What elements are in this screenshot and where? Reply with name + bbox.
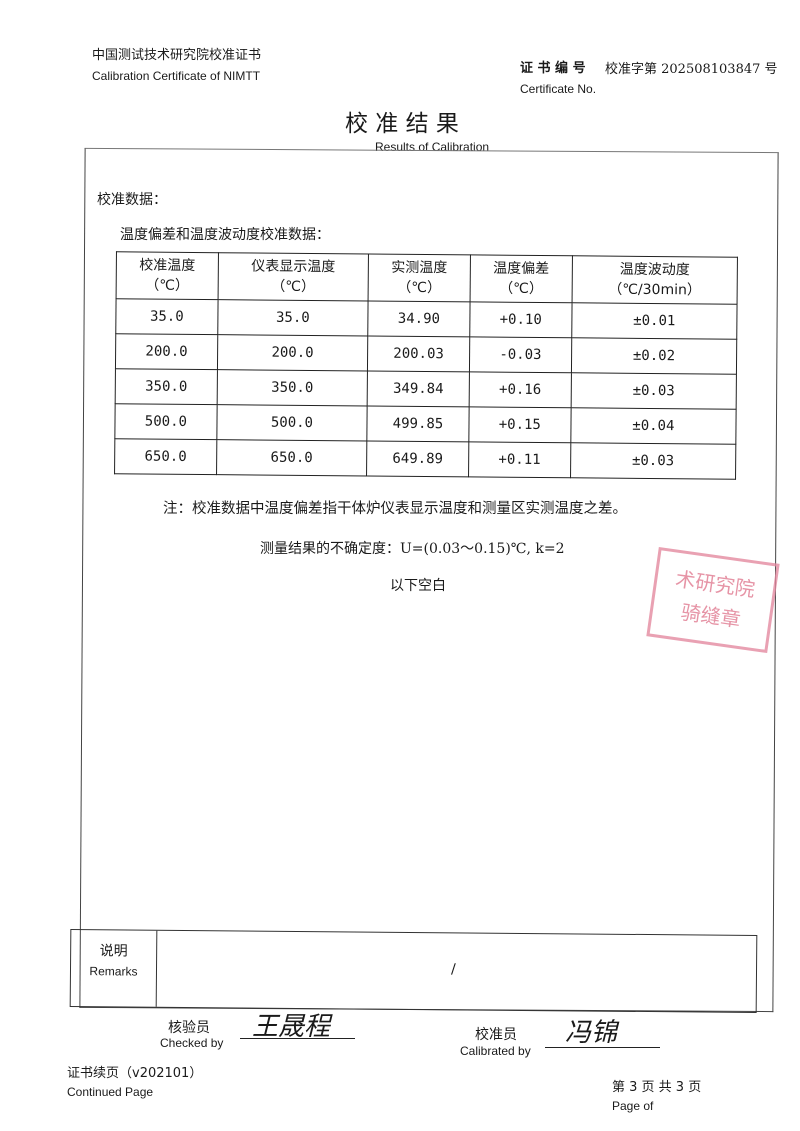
column-name: 仪表显示温度	[251, 258, 336, 276]
calibration-table: 校准温度 （℃） 仪表显示温度 （℃） 实测温度 （℃） 温度偏差 （℃） 温度波动度 （…	[114, 251, 738, 480]
table-cell: ±0.04	[570, 407, 737, 445]
continued-page-cn: 证书续页（v202101）	[67, 1066, 203, 1081]
table-cell: 34.90	[367, 300, 470, 337]
table-cell: 35.0	[115, 298, 218, 335]
table-cell: 500.0	[114, 403, 218, 440]
table-cell: +0.16	[469, 371, 572, 408]
note-text: 注：校准数据中温度偏差指干体炉仪表显示温度和测量区实测温度之差。	[163, 501, 627, 517]
remarks-label-en: Remarks	[89, 964, 138, 979]
column-unit: （℃）	[397, 279, 442, 297]
table-row: 500.0 500.0 499.85 +0.15 ±0.04	[114, 403, 737, 445]
column-name: 温度波动度	[619, 261, 690, 279]
table-cell: 649.89	[366, 440, 469, 477]
checked-by-label-en: Checked by	[160, 1036, 224, 1050]
remarks-label-cn: 说明	[99, 943, 128, 960]
table-cell: 200.0	[217, 334, 368, 371]
checked-by-line	[240, 1038, 355, 1039]
table-cell: +0.15	[468, 406, 571, 443]
column-unit: （℃）	[499, 280, 543, 298]
column-header: 仪表显示温度 （℃）	[217, 252, 369, 301]
table-cell: 500.0	[216, 404, 368, 441]
column-unit: （℃）	[145, 277, 190, 294]
table-row: 350.0 350.0 349.84 +0.16 ±0.03	[115, 368, 737, 410]
calibrated-by-label-en: Calibrated by	[460, 1044, 531, 1058]
page-number-en: Page of	[612, 1099, 654, 1113]
continued-page-en: Continued Page	[67, 1085, 154, 1099]
remarks-row: 说明 Remarks /	[69, 929, 758, 1013]
table-cell: ±0.03	[570, 442, 736, 480]
uncertainty-text: 测量结果的不确定度：U=(0.03～0.15)℃, k=2	[260, 541, 565, 557]
table-cell: 350.0	[217, 369, 368, 406]
column-name: 温度偏差	[493, 260, 550, 278]
table-row: 650.0 650.0 649.89 +0.11 ±0.03	[114, 438, 736, 480]
page-title: 校 准 结 果	[345, 111, 459, 137]
cert-no-value: 校准字第 202508103847 号	[605, 62, 778, 77]
calibrated-by-label: 校准员	[475, 1027, 517, 1043]
table-cell: 499.85	[366, 405, 470, 442]
table-cell: 200.0	[115, 333, 218, 370]
remarks-label: 说明 Remarks	[70, 930, 158, 1007]
remarks-value: /	[450, 961, 456, 978]
table-cell: 350.0	[115, 368, 218, 405]
column-header: 温度波动度 （℃/30min）	[571, 255, 738, 305]
table-row: 200.0 200.0 200.03 -0.03 ±0.02	[115, 333, 737, 375]
column-header: 校准温度 （℃）	[116, 251, 219, 300]
table-cell: +0.11	[468, 441, 571, 478]
institute-name-en: Calibration Certificate of NIMTT	[92, 69, 261, 83]
column-unit: （℃）	[271, 278, 316, 296]
column-header: 实测温度 （℃）	[368, 253, 471, 302]
cert-no-label-en: Certificate No.	[520, 82, 597, 96]
checked-by-signature: 王晟程	[252, 1012, 331, 1042]
blank-below-text: 以下空白	[390, 578, 446, 594]
calibrated-by-signature: 冯锦	[565, 1018, 618, 1048]
checked-by-label: 核验员	[168, 1020, 210, 1036]
page-subtitle: Results of Calibration	[375, 140, 490, 154]
table-cell: ±0.01	[571, 302, 738, 340]
table-cell: ±0.02	[571, 337, 737, 375]
cert-no-label: 证 书 编 号	[520, 61, 586, 76]
table-cell: -0.03	[469, 336, 572, 373]
table-header-row: 校准温度 （℃） 仪表显示温度 （℃） 实测温度 （℃） 温度偏差 （℃） 温度波动度 （…	[116, 251, 738, 305]
calibrated-by-line	[545, 1047, 660, 1048]
page-number-cn: 第 3 页 共 3 页	[612, 1080, 702, 1095]
table-cell: 650.0	[216, 439, 367, 476]
column-unit: （℃/30min）	[608, 281, 701, 299]
section-label: 校准数据：	[97, 192, 167, 208]
table-caption: 温度偏差和温度波动度校准数据：	[120, 227, 330, 243]
table-cell: ±0.03	[570, 372, 737, 410]
table-cell: +0.10	[469, 301, 572, 338]
table-cell: 200.03	[367, 335, 470, 372]
table-cell: 349.84	[367, 370, 470, 407]
table-cell: 35.0	[217, 299, 369, 336]
table-row: 35.0 35.0 34.90 +0.10 ±0.01	[115, 298, 738, 340]
institute-name-cn: 中国测试技术研究院校准证书	[92, 48, 262, 63]
column-name: 实测温度	[391, 259, 448, 277]
table-cell: 650.0	[114, 438, 217, 475]
column-name: 校准温度	[139, 257, 196, 274]
seal-stamp: 术研究院 骑缝章	[646, 546, 780, 654]
column-header: 温度偏差 （℃）	[469, 254, 573, 303]
